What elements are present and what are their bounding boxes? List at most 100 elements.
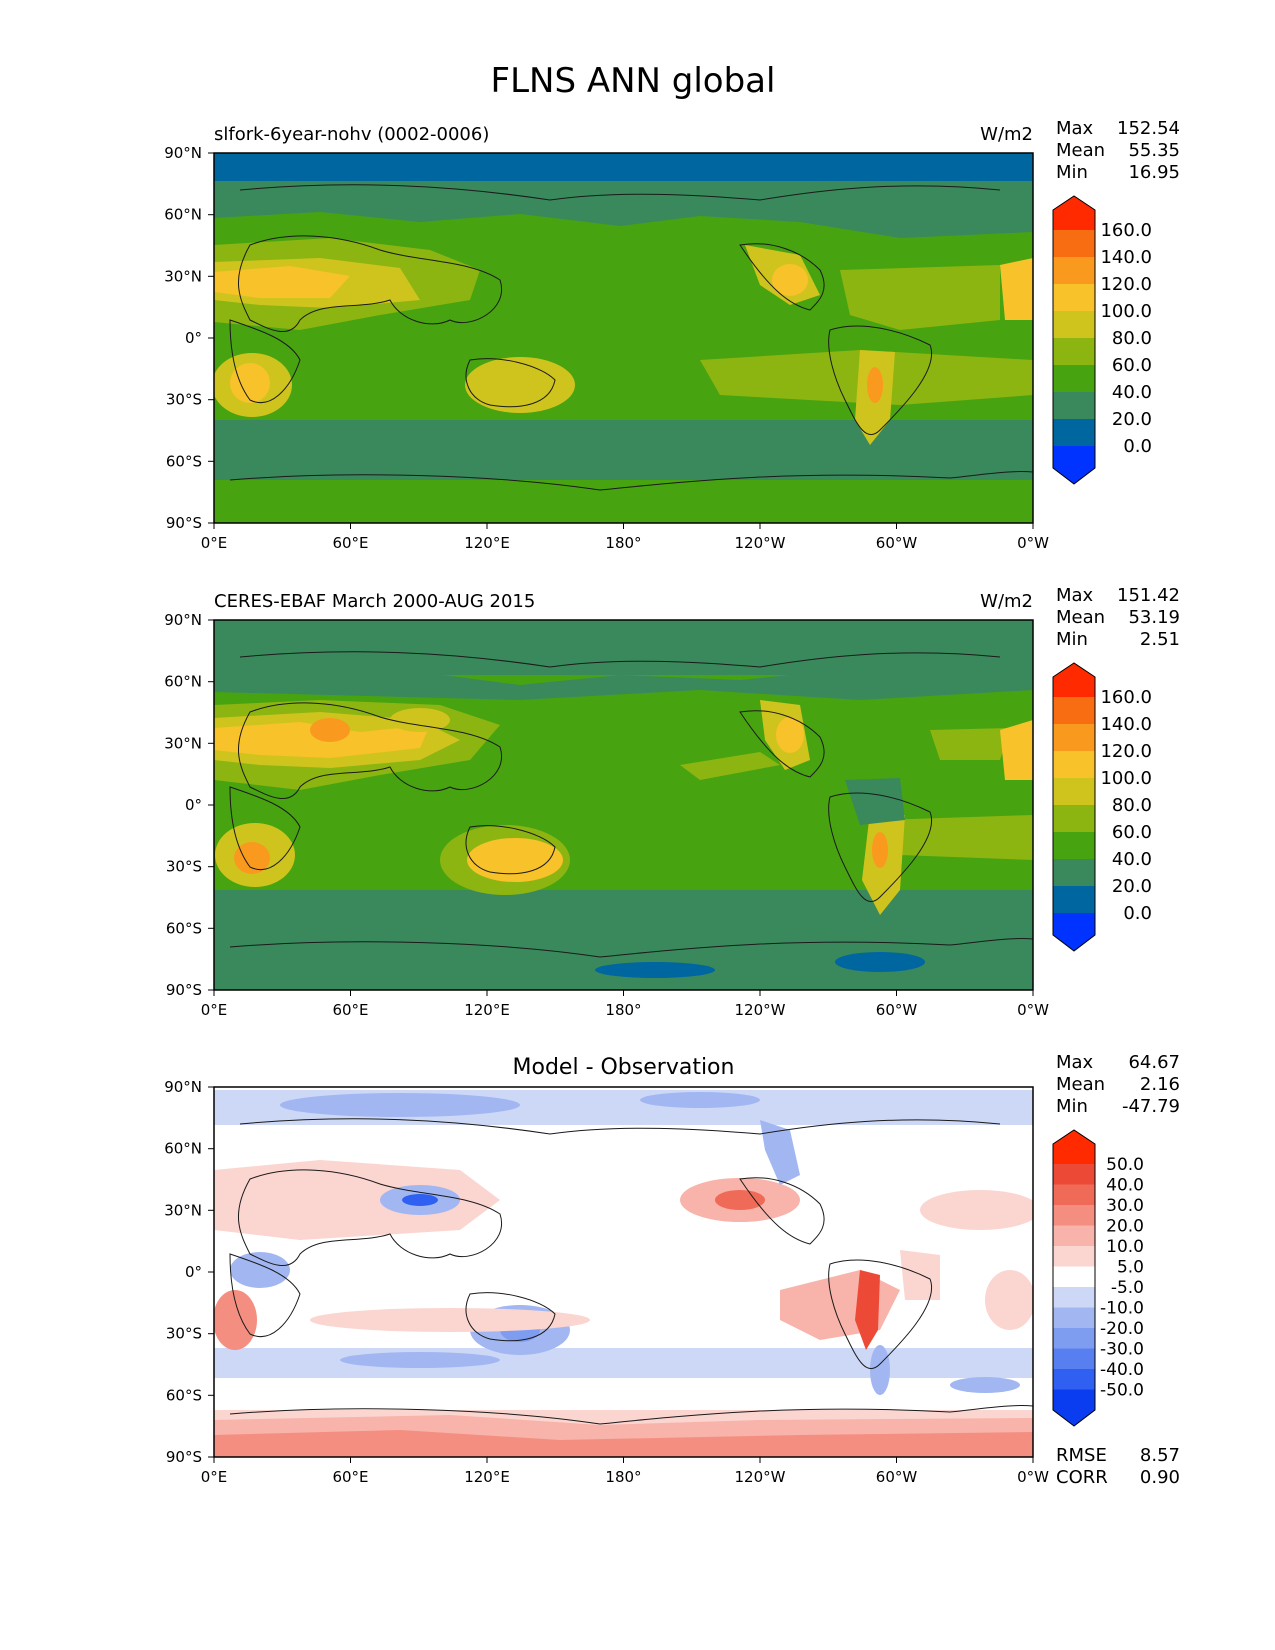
stat-value: 2.16 (1140, 1074, 1180, 1095)
lon-label: 0°E (201, 1468, 228, 1486)
lon-label: 180° (605, 1001, 641, 1019)
lon-label: 60°W (876, 534, 918, 552)
panel-model-lat-ticks (208, 152, 214, 524)
panel-obs-lon-labels: 0°E 60°E 120°E 180° 120°W 60°W 0°W (201, 1001, 1049, 1019)
lat-label: 0° (185, 1263, 202, 1281)
colorbar-level: 140.0 (1100, 247, 1152, 268)
lat-label: 30°N (164, 1201, 202, 1219)
metric-value: 8.57 (1140, 1445, 1180, 1466)
colorbar-level: 80.0 (1112, 328, 1152, 349)
panel-diff-map (214, 1087, 1033, 1457)
panel-obs-units: W/m2 (980, 591, 1033, 612)
colorbar-level: 50.0 (1106, 1155, 1144, 1175)
colorbar-level: 5.0 (1117, 1258, 1144, 1278)
colorbar-level: 160.0 (1100, 220, 1152, 241)
lat-label: 30°S (166, 1325, 202, 1343)
panel-model-units: W/m2 (980, 124, 1033, 145)
panel-model-stats: Max 152.54 Mean 55.35 Min 16.95 (1056, 118, 1180, 183)
metric-label: RMSE (1056, 1445, 1107, 1466)
colorbar-level: -5.0 (1111, 1278, 1144, 1298)
lat-label: 30°N (164, 267, 202, 285)
lon-label: 60°E (332, 1468, 368, 1486)
panel-obs: CERES-EBAF March 2000-AUG 2015 W/m2 (164, 585, 1180, 1019)
colorbar-level: 40.0 (1112, 382, 1152, 403)
stat-label: Min (1056, 629, 1088, 650)
lat-label: 60°S (166, 452, 202, 470)
panel-diff-lon-labels: 0°E 60°E 120°E 180° 120°W 60°W 0°W (201, 1468, 1049, 1486)
stat-label: Max (1056, 118, 1094, 139)
panel-model-map (214, 153, 1033, 523)
metric-label: CORR (1056, 1467, 1108, 1488)
lon-label: 60°E (332, 1001, 368, 1019)
stat-value: 53.19 (1128, 607, 1180, 628)
lon-label: 120°W (735, 1001, 786, 1019)
lat-label: 0° (185, 329, 202, 347)
lon-label: 60°W (876, 1001, 918, 1019)
stat-value: 55.35 (1128, 140, 1180, 161)
lat-label: 60°N (164, 673, 202, 691)
lon-label: 120°W (735, 1468, 786, 1486)
lon-label: 60°E (332, 534, 368, 552)
coastlines-model (229, 184, 1033, 491)
panel-diff-lat-ticks (208, 1086, 214, 1458)
lat-label: 90°S (166, 1448, 202, 1466)
lat-label: 90°N (164, 611, 202, 629)
panel-model-lon-labels: 0°E 60°E 120°E 180° 120°W 60°W 0°W (201, 534, 1049, 552)
figure-title: FLNS ANN global (491, 61, 776, 101)
lat-label: 60°S (166, 1386, 202, 1404)
colorbar-level: 40.0 (1106, 1176, 1144, 1196)
lon-label: 0°E (201, 534, 228, 552)
stat-value: 16.95 (1128, 162, 1180, 183)
colorbar-level: -20.0 (1100, 1319, 1144, 1339)
panel-model: slfork-6year-nohv (0002-0006) W/m2 (164, 118, 1180, 552)
lon-label: 180° (605, 534, 641, 552)
colorbar-level: 40.0 (1112, 849, 1152, 870)
coastlines-obs (229, 651, 1033, 958)
colorbar-level: 30.0 (1106, 1196, 1144, 1216)
colorbar-level: 10.0 (1106, 1237, 1144, 1257)
stat-value: 2.51 (1140, 629, 1180, 650)
panel-diff: Model - Observation (164, 1052, 1180, 1488)
stat-label: Mean (1056, 1074, 1105, 1095)
panel-diff-stats: Max 64.67 Mean 2.16 Min -47.79 (1056, 1052, 1180, 1117)
lat-label: 90°S (166, 514, 202, 532)
panel-obs-map (214, 620, 1033, 990)
panel-model-lat-labels: 90°N 60°N 30°N 0° 30°S 60°S 90°S (164, 144, 202, 532)
panel-diff-colorbar: 50.0 40.0 30.0 20.0 10.0 5.0 -5.0 -10.0 … (1052, 1129, 1144, 1427)
panel-obs-colorbar: 160.0 140.0 120.0 100.0 80.0 60.0 40.0 2… (1052, 662, 1152, 952)
lat-label: 30°S (166, 858, 202, 876)
stat-value: 151.42 (1117, 585, 1180, 606)
panel-model-subtitle-left: slfork-6year-nohv (0002-0006) (214, 124, 489, 145)
colorbar-level: 160.0 (1100, 687, 1152, 708)
lat-label: 90°N (164, 1078, 202, 1096)
lat-label: 60°N (164, 206, 202, 224)
stat-label: Min (1056, 162, 1088, 183)
panel-obs-lon-ticks (213, 990, 1034, 996)
lon-label: 120°E (464, 1468, 510, 1486)
lat-label: 60°S (166, 919, 202, 937)
lat-label: 60°N (164, 1140, 202, 1158)
stat-label: Min (1056, 1096, 1088, 1117)
lat-label: 90°N (164, 144, 202, 162)
stat-value: 152.54 (1117, 118, 1180, 139)
colorbar-level: -30.0 (1100, 1340, 1144, 1360)
lon-label: 60°W (876, 1468, 918, 1486)
colorbar-level: 20.0 (1112, 409, 1152, 430)
panel-diff-lat-labels: 90°N 60°N 30°N 0° 30°S 60°S 90°S (164, 1078, 202, 1466)
lat-label: 90°S (166, 981, 202, 999)
lon-label: 120°E (464, 1001, 510, 1019)
colorbar-level: 60.0 (1112, 822, 1152, 843)
panel-model-lon-ticks (213, 523, 1034, 529)
panel-diff-title: Model - Observation (513, 1055, 735, 1080)
panel-obs-stats: Max 151.42 Mean 53.19 Min 2.51 (1056, 585, 1180, 650)
colorbar-level: 140.0 (1100, 714, 1152, 735)
lat-label: 30°N (164, 734, 202, 752)
stat-label: Max (1056, 1052, 1094, 1073)
lon-label: 0°W (1017, 1001, 1049, 1019)
lon-label: 120°W (735, 534, 786, 552)
colorbar-level: 20.0 (1106, 1217, 1144, 1237)
colorbar-level: 0.0 (1123, 903, 1152, 924)
colorbar-level: 80.0 (1112, 795, 1152, 816)
panel-obs-subtitle-left: CERES-EBAF March 2000-AUG 2015 (214, 591, 535, 612)
